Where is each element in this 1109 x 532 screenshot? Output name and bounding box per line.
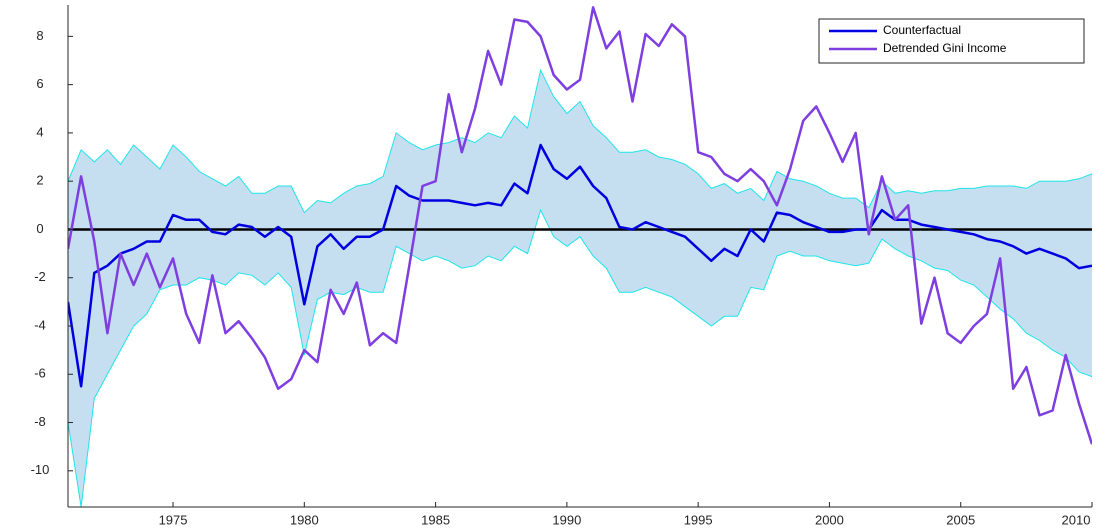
y-tick-label: 4 bbox=[36, 124, 43, 139]
x-tick-label: 1980 bbox=[290, 512, 319, 527]
band-edge bbox=[68, 208, 1092, 507]
x-tick-label: 1995 bbox=[684, 512, 713, 527]
y-tick-label: 2 bbox=[36, 173, 43, 188]
x-tick-label: 2005 bbox=[946, 512, 975, 527]
confidence-band bbox=[68, 70, 1092, 507]
y-tick-label: 6 bbox=[36, 76, 43, 91]
x-tick-label: 1985 bbox=[421, 512, 450, 527]
x-tick-label: 1990 bbox=[552, 512, 581, 527]
band-edge bbox=[68, 68, 1092, 214]
legend-label: Counterfactual bbox=[883, 23, 961, 37]
series-line bbox=[68, 6, 1092, 445]
x-tick-label: 2010 bbox=[1062, 512, 1091, 527]
x-tick-label: 1975 bbox=[159, 512, 188, 527]
y-tick-label: 0 bbox=[36, 221, 43, 236]
x-tick-label: 2000 bbox=[815, 512, 844, 527]
legend-box bbox=[818, 18, 1085, 64]
y-tick-label: -2 bbox=[34, 269, 46, 284]
series-line bbox=[68, 143, 1092, 388]
y-tick-label: -8 bbox=[34, 414, 46, 429]
plot-area bbox=[68, 6, 1092, 507]
y-tick-label: 8 bbox=[36, 28, 43, 43]
y-tick-label: -4 bbox=[34, 317, 46, 332]
legend-label: Detrended Gini Income bbox=[883, 41, 1007, 55]
y-tick-label: -6 bbox=[34, 366, 46, 381]
y-tick-label: -10 bbox=[31, 462, 50, 477]
